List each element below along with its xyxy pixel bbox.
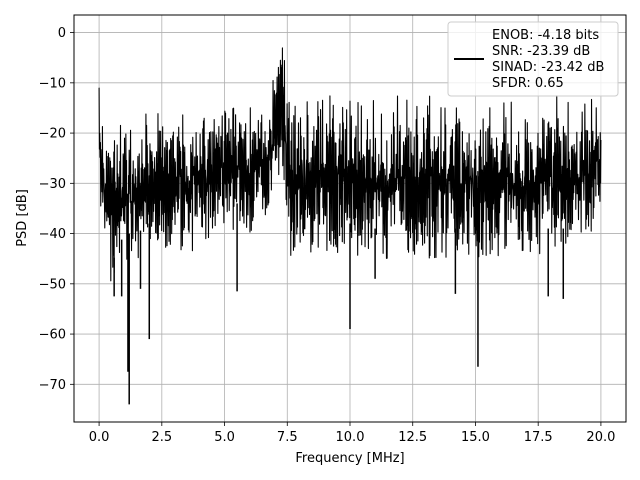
y-tick-label: −60 bbox=[39, 328, 66, 343]
x-tick-label: 7.5 bbox=[277, 430, 298, 445]
y-axis-ticks: 0 −10 −20 −30 −40 −50 −60 −70 bbox=[39, 26, 74, 393]
psd-trace bbox=[98, 47, 602, 282]
x-tick-label: 2.5 bbox=[151, 430, 172, 445]
y-tick-label: −10 bbox=[39, 76, 66, 91]
legend-entry-snr: SNR: -23.39 dB bbox=[492, 44, 590, 59]
x-tick-label: 10.0 bbox=[336, 430, 365, 445]
y-tick-label: −20 bbox=[39, 127, 66, 142]
y-tick-label: −40 bbox=[39, 227, 66, 242]
legend-box bbox=[447, 21, 619, 97]
legend-entry-sinad: SINAD: -23.42 dB bbox=[492, 60, 604, 75]
x-tick-label: 17.5 bbox=[524, 430, 553, 445]
x-tick-label: 15.0 bbox=[461, 430, 490, 445]
x-axis-ticks: 0.0 2.5 5.0 7.5 10.0 12.5 15.0 17.5 20.0 bbox=[89, 422, 615, 445]
x-axis-title: Frequency [MHz] bbox=[295, 451, 404, 466]
x-tick-label: 12.5 bbox=[398, 430, 427, 445]
psd-series bbox=[98, 47, 602, 405]
x-tick-label: 5.0 bbox=[214, 430, 235, 445]
y-tick-label: 0 bbox=[58, 26, 66, 41]
y-axis-title: PSD [dB] bbox=[15, 189, 30, 247]
y-tick-label: −50 bbox=[39, 277, 66, 292]
x-tick-label: 0.0 bbox=[89, 430, 110, 445]
legend-entry-enob: ENOB: -4.18 bits bbox=[492, 28, 599, 43]
legend: ENOB: -4.18 bits SNR: -23.39 dB SINAD: -… bbox=[447, 21, 619, 97]
y-tick-label: −70 bbox=[39, 378, 66, 393]
legend-entry-sfdr: SFDR: 0.65 bbox=[492, 76, 564, 91]
x-tick-label: 20.0 bbox=[586, 430, 615, 445]
y-tick-label: −30 bbox=[39, 177, 66, 192]
